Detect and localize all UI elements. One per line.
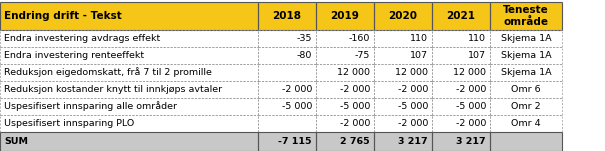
Bar bbox=[0, 47, 258, 64]
Bar bbox=[316, 98, 374, 115]
Bar bbox=[490, 98, 562, 115]
Bar bbox=[432, 64, 490, 81]
Bar bbox=[258, 98, 316, 115]
Bar bbox=[0, 2, 258, 30]
Bar bbox=[432, 115, 490, 132]
Text: Skjema 1A: Skjema 1A bbox=[501, 34, 551, 43]
Text: 2 765: 2 765 bbox=[341, 137, 370, 146]
Bar bbox=[374, 30, 432, 47]
Text: 12 000: 12 000 bbox=[337, 68, 370, 77]
Text: -75: -75 bbox=[355, 51, 370, 60]
Text: Uspesifisert innsparing alle områder: Uspesifisert innsparing alle områder bbox=[4, 102, 177, 111]
Bar bbox=[490, 30, 562, 47]
Text: Endra investering renteeffekt: Endra investering renteeffekt bbox=[4, 51, 144, 60]
Text: 2020: 2020 bbox=[388, 11, 417, 21]
Text: Omr 6: Omr 6 bbox=[511, 85, 541, 94]
Text: Endra investering avdrags effekt: Endra investering avdrags effekt bbox=[4, 34, 160, 43]
Text: Endring drift - Tekst: Endring drift - Tekst bbox=[4, 11, 122, 21]
Text: -5 000: -5 000 bbox=[339, 102, 370, 111]
Text: -5 000: -5 000 bbox=[397, 102, 428, 111]
Text: -7 115: -7 115 bbox=[278, 137, 312, 146]
Bar bbox=[258, 30, 316, 47]
Text: 107: 107 bbox=[468, 51, 486, 60]
Text: -2 000: -2 000 bbox=[339, 85, 370, 94]
Bar bbox=[374, 47, 432, 64]
Bar bbox=[258, 132, 316, 151]
Bar bbox=[374, 64, 432, 81]
Bar bbox=[316, 47, 374, 64]
Text: Uspesifisert innsparing PLO: Uspesifisert innsparing PLO bbox=[4, 119, 134, 128]
Bar bbox=[490, 2, 562, 30]
Bar bbox=[0, 64, 258, 81]
Text: Skjema 1A: Skjema 1A bbox=[501, 68, 551, 77]
Text: -2 000: -2 000 bbox=[397, 119, 428, 128]
Bar bbox=[0, 98, 258, 115]
Bar bbox=[432, 30, 490, 47]
Bar bbox=[316, 30, 374, 47]
Text: Omr 4: Omr 4 bbox=[511, 119, 541, 128]
Bar bbox=[316, 81, 374, 98]
Bar bbox=[374, 132, 432, 151]
Bar bbox=[374, 81, 432, 98]
Text: -2 000: -2 000 bbox=[456, 85, 486, 94]
Text: -160: -160 bbox=[348, 34, 370, 43]
Bar bbox=[0, 81, 258, 98]
Bar bbox=[258, 64, 316, 81]
Text: -5 000: -5 000 bbox=[281, 102, 312, 111]
Text: 12 000: 12 000 bbox=[453, 68, 486, 77]
Text: -2 000: -2 000 bbox=[397, 85, 428, 94]
Bar bbox=[258, 2, 316, 30]
Bar bbox=[258, 47, 316, 64]
Text: Reduksjon kostander knytt til innkjøps avtaler: Reduksjon kostander knytt til innkjøps a… bbox=[4, 85, 222, 94]
Text: 12 000: 12 000 bbox=[395, 68, 428, 77]
Bar bbox=[316, 115, 374, 132]
Bar bbox=[316, 64, 374, 81]
Bar bbox=[432, 2, 490, 30]
Text: -80: -80 bbox=[296, 51, 312, 60]
Bar bbox=[432, 47, 490, 64]
Text: -5 000: -5 000 bbox=[456, 102, 486, 111]
Text: 2018: 2018 bbox=[272, 11, 301, 21]
Bar bbox=[258, 115, 316, 132]
Text: 107: 107 bbox=[410, 51, 428, 60]
Text: Teneste
område: Teneste område bbox=[503, 5, 549, 27]
Bar bbox=[0, 115, 258, 132]
Bar bbox=[374, 2, 432, 30]
Bar bbox=[258, 81, 316, 98]
Text: 3 217: 3 217 bbox=[398, 137, 428, 146]
Bar bbox=[490, 81, 562, 98]
Text: -2 000: -2 000 bbox=[281, 85, 312, 94]
Bar bbox=[432, 98, 490, 115]
Bar bbox=[490, 115, 562, 132]
Text: 2021: 2021 bbox=[446, 11, 476, 21]
Bar bbox=[374, 98, 432, 115]
Text: SUM: SUM bbox=[4, 137, 28, 146]
Text: -2 000: -2 000 bbox=[339, 119, 370, 128]
Text: 110: 110 bbox=[410, 34, 428, 43]
Text: Omr 2: Omr 2 bbox=[511, 102, 541, 111]
Bar bbox=[374, 115, 432, 132]
Bar bbox=[490, 47, 562, 64]
Text: -35: -35 bbox=[296, 34, 312, 43]
Bar bbox=[432, 81, 490, 98]
Bar bbox=[0, 132, 258, 151]
Bar bbox=[0, 30, 258, 47]
Bar bbox=[316, 132, 374, 151]
Text: Reduksjon eigedomskatt, frå 7 til 2 promille: Reduksjon eigedomskatt, frå 7 til 2 prom… bbox=[4, 67, 212, 77]
Bar bbox=[316, 2, 374, 30]
Text: 3 217: 3 217 bbox=[456, 137, 486, 146]
Text: Skjema 1A: Skjema 1A bbox=[501, 51, 551, 60]
Text: 2019: 2019 bbox=[330, 11, 359, 21]
Bar bbox=[432, 132, 490, 151]
Bar bbox=[490, 64, 562, 81]
Text: 110: 110 bbox=[468, 34, 486, 43]
Bar bbox=[490, 132, 562, 151]
Text: -2 000: -2 000 bbox=[456, 119, 486, 128]
